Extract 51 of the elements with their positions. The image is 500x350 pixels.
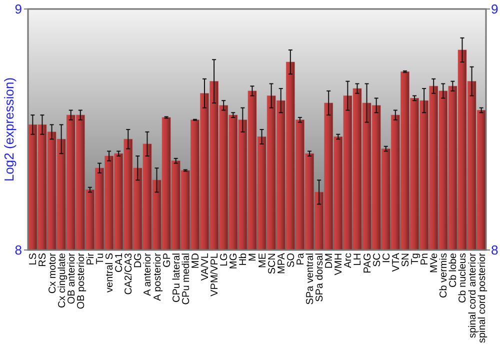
x-tick-label: M bbox=[248, 253, 259, 262]
x-tick-label: SPa dorsal bbox=[314, 253, 326, 302]
x-tick-label: IC bbox=[381, 253, 392, 263]
x-tick-label: Pir bbox=[85, 252, 96, 266]
x-tick-label: OB posterior bbox=[76, 252, 87, 310]
x-tick-label: spinal cord posterior bbox=[476, 252, 488, 344]
x-tick-label: Cb vermis bbox=[438, 253, 450, 298]
x-tick-label: MPA bbox=[276, 252, 288, 274]
x-tick-label: CA1 bbox=[114, 252, 126, 272]
x-tick-label: CA2/CA3 bbox=[124, 252, 135, 295]
x-tick-label: ventral S bbox=[104, 252, 116, 292]
x-tick-label: VTA bbox=[390, 252, 402, 272]
x-tick-label: LS bbox=[28, 252, 40, 266]
x-tick-label: Cb lobe bbox=[448, 252, 460, 288]
x-tick-label: Cx motor bbox=[47, 252, 58, 294]
x-tick-label: Pa bbox=[295, 252, 306, 266]
x-tick-label: MG bbox=[228, 252, 240, 270]
x-tick-label: OB anterior bbox=[66, 252, 78, 304]
x-tick-label: Cb nucleus bbox=[458, 253, 469, 304]
x-tick-label: Hb bbox=[238, 252, 250, 266]
x-tick-label: MVe bbox=[429, 252, 440, 274]
x-tick-label: SN bbox=[400, 253, 412, 267]
x-tick-label: RS bbox=[38, 252, 49, 267]
x-tick-label: VMH bbox=[334, 253, 345, 276]
x-tick-label: SC bbox=[372, 253, 383, 267]
x-tick-label: A anterior bbox=[142, 252, 154, 296]
x-tick-label: ME bbox=[257, 252, 268, 268]
x-tick-label: SCN bbox=[266, 253, 278, 274]
x-tick-label: Tg bbox=[410, 253, 422, 265]
x-tick-label: CPu lateral bbox=[171, 253, 182, 302]
x-tick-label: DG bbox=[133, 252, 144, 268]
y2-tick-label: 8 bbox=[491, 242, 498, 258]
x-tick-label: PAG bbox=[362, 252, 374, 274]
x-tick-label: Cx cingulate bbox=[56, 252, 68, 308]
x-tick-label: CPu medial bbox=[180, 253, 192, 305]
x-tick-label: GP bbox=[162, 252, 173, 268]
x-tick-label: VA/VL bbox=[200, 252, 211, 281]
x-tick-label: SPa ventral bbox=[305, 253, 316, 305]
x-tick-label: A posterior bbox=[152, 252, 164, 301]
x-tick-label: MD bbox=[190, 253, 202, 269]
x-tick-label: Arc bbox=[343, 253, 354, 268]
y-axis-title: Log2 (expression) bbox=[2, 77, 17, 182]
x-tick-label: spinal cord anterior bbox=[467, 252, 478, 338]
x-tick-label: LH bbox=[352, 253, 364, 266]
x-tick-label: DM bbox=[324, 253, 336, 269]
x-tick-label: Tu bbox=[94, 253, 106, 264]
x-tick-label: Pn bbox=[420, 253, 431, 266]
x-tick-label: LG bbox=[219, 252, 230, 266]
y2-tick-label: 9 bbox=[491, 2, 498, 17]
x-tick-label: VPM/VPL bbox=[210, 252, 221, 296]
x-tick-label: SO bbox=[286, 252, 297, 268]
